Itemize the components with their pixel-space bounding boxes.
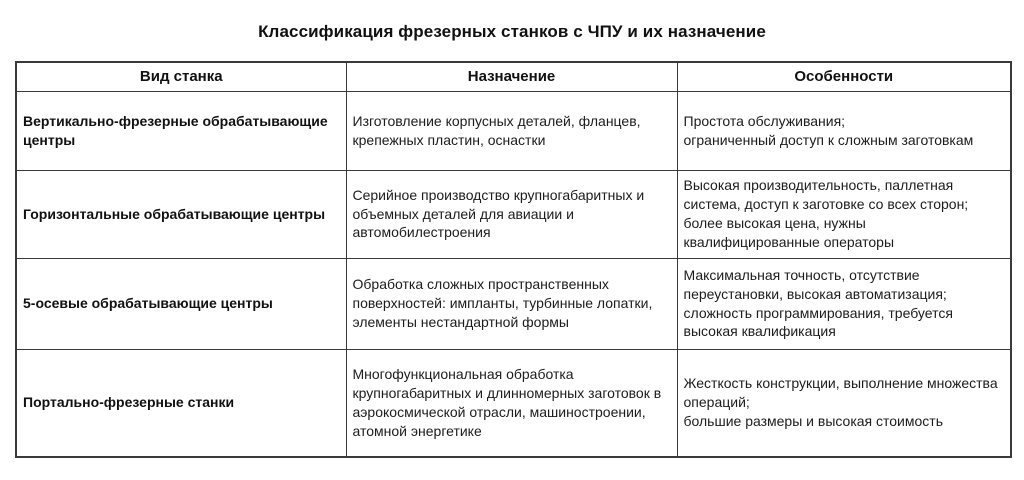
cell-purpose: Многофункциональная обработка крупногаба… [345,348,678,458]
cell-machine-type: 5-осевые обрабатывающие центры [15,257,347,350]
table-row: Портально-фрезерные станки Многофункцион… [15,348,1012,458]
column-header-features: Особенности [676,61,1012,92]
classification-table: Вид станка Назначение Особенности Вертик… [15,61,1012,458]
cell-machine-type: Вертикально-фрезерные обрабатывающие цен… [15,90,347,171]
table-row: Вертикально-фрезерные обрабатывающие цен… [15,90,1012,171]
cell-purpose: Серийное производство крупногабаритных и… [345,169,678,259]
table-header-row: Вид станка Назначение Особенности [15,61,1012,92]
cell-features: Максимальная точность, отсутствие переус… [676,257,1012,350]
cell-machine-type: Горизонтальные обрабатывающие центры [15,169,347,259]
table-row: Горизонтальные обрабатывающие центры Сер… [15,169,1012,259]
table-row: 5-осевые обрабатывающие центры Обработка… [15,257,1012,350]
column-header-purpose: Назначение [345,61,678,92]
cell-purpose: Обработка сложных пространственных повер… [345,257,678,350]
column-header-machine-type: Вид станка [15,61,347,92]
cell-features: Жесткость конструкции, выполнение множес… [676,348,1012,458]
cell-purpose: Изготовление корпусных деталей, фланцев,… [345,90,678,171]
page-title: Классификация фрезерных станков с ЧПУ и … [258,22,766,41]
cell-features: Высокая производительность, паллетная си… [676,169,1012,259]
cell-features: Простота обслуживания; ограниченный дост… [676,90,1012,171]
cell-machine-type: Портально-фрезерные станки [15,348,347,458]
